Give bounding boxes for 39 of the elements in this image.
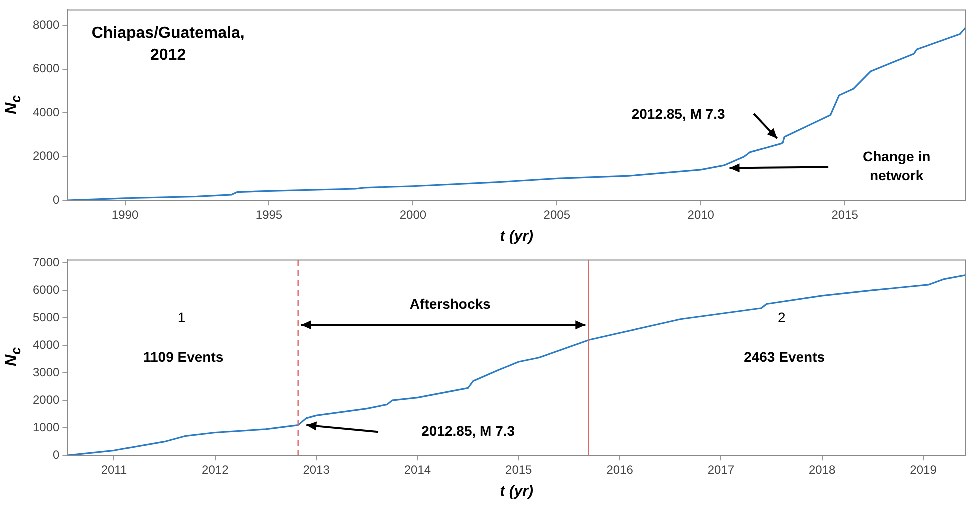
y-tick-label: 5000	[32, 310, 60, 324]
x-tick-label: 2011	[101, 463, 128, 478]
x-tick-label: 2005	[544, 208, 571, 222]
y-tick-label: 8000	[32, 18, 60, 32]
y-tick-label: 6000	[32, 282, 60, 297]
x-tick-label: 1995	[256, 208, 283, 222]
y-tick-label: 2000	[32, 392, 60, 407]
x-axis-title: t (yr)	[500, 483, 534, 500]
annotation: 2	[778, 310, 786, 326]
y-tick-label: 4000	[32, 338, 60, 352]
y-tick-label: 3000	[32, 365, 60, 380]
x-tick-label: 2014	[404, 463, 432, 478]
x-tick-label: 2018	[809, 463, 836, 478]
annotation: 1	[178, 310, 186, 326]
annotation: Aftershocks	[410, 296, 492, 312]
x-tick-label: 2015	[506, 463, 533, 478]
x-axis-title: t (yr)	[500, 228, 534, 246]
x-tick-label: 2017	[708, 463, 735, 478]
annotation: 2012.85, M 7.3	[632, 106, 726, 122]
x-tick-label: 2010	[688, 208, 715, 222]
y-tick-label: 2000	[32, 149, 60, 164]
y-tick-label: 0	[53, 192, 60, 207]
text: Chiapas/Guatemala, 2012	[92, 24, 245, 64]
x-tick-label: 2015	[832, 208, 859, 222]
y-tick-label: 1000	[32, 420, 60, 434]
annotation: 2012.85, M 7.3	[422, 423, 516, 440]
y-tick-label: 7000	[32, 255, 60, 270]
y-tick-label: 4000	[32, 105, 60, 120]
annotation: Change in network	[862, 148, 931, 184]
annotation: 1109 Events	[143, 348, 224, 365]
x-tick-label: 2012	[202, 463, 230, 478]
x-tick-label: 2019	[910, 463, 938, 478]
x-tick-label: 2000	[400, 208, 427, 222]
x-tick-label: 1990	[112, 208, 139, 222]
y-tick-label: 6000	[32, 62, 60, 76]
x-tick-label: 2013	[303, 463, 330, 478]
annotation: 2463 Events	[744, 348, 826, 365]
y-tick-label: 0	[53, 448, 60, 462]
x-tick-label: 2016	[606, 463, 634, 478]
